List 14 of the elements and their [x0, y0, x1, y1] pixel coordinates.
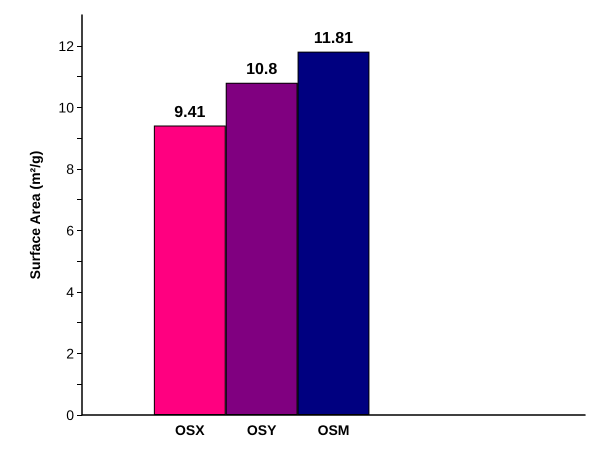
y-tick-label: 6	[66, 222, 74, 238]
y-tick-label: 0	[66, 407, 74, 423]
x-tick-label: OSX	[174, 422, 206, 438]
data-label: 10.8	[246, 61, 278, 78]
y-tick-label: 2	[66, 345, 74, 362]
data-label: 11.81	[314, 30, 354, 48]
y-tick-label: 4	[66, 284, 74, 300]
y-tick-label: 10	[58, 99, 74, 116]
y-tick-label: 8	[66, 160, 74, 177]
data-label: 9.41	[174, 104, 206, 121]
x-tick-label: OSY	[246, 422, 278, 438]
y-tick-label: 12	[58, 38, 74, 54]
y-axis-title: Surface Area (m²/g)	[27, 150, 43, 280]
x-tick-label: OSM	[318, 422, 350, 438]
